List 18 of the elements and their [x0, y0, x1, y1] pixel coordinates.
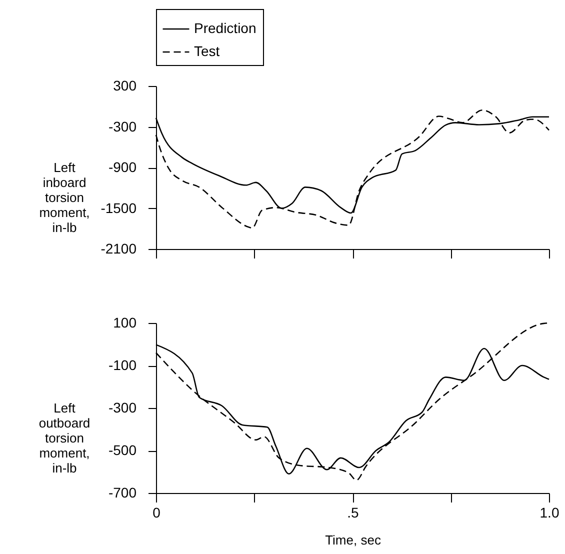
y-tick-label: -100 [108, 357, 137, 373]
y-tick-label: -700 [108, 484, 137, 500]
y-tick-label: -300 [108, 118, 137, 134]
x-tick-label: 1.0 [540, 504, 560, 520]
y-tick-label: -900 [108, 159, 137, 175]
y-axis-title: Left outboard torsion moment, in-lb [38, 400, 90, 476]
y-tick-label: 300 [113, 78, 137, 94]
y-tick-label: -300 [108, 400, 137, 416]
legend-label: Prediction [194, 20, 256, 36]
y-tick-label: -2100 [100, 240, 137, 256]
y-tick-label: 100 [113, 314, 137, 330]
x-tick-label: 0 [152, 504, 161, 520]
y-tick-label: -1500 [100, 200, 137, 216]
legend-label: Test [194, 43, 220, 59]
x-tick-label: .5 [347, 504, 360, 520]
y-axis-title: Left inboard torsion moment, in-lb [39, 160, 90, 235]
x-axis-title: Time, sec [325, 532, 382, 548]
y-tick-label: -500 [108, 442, 137, 458]
